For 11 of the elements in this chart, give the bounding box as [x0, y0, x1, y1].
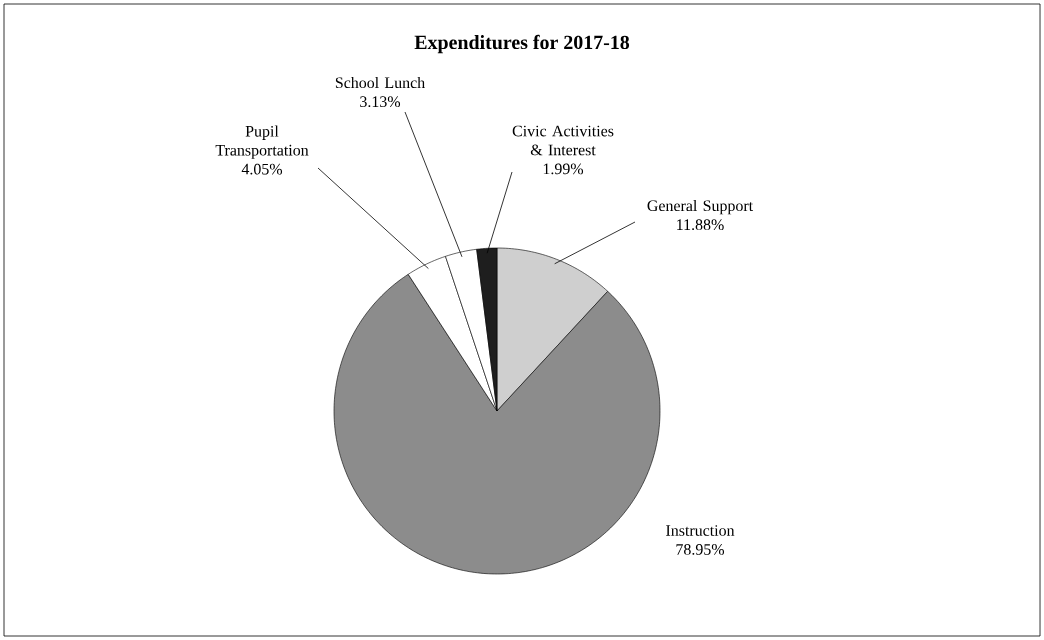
slice-label: Civic Activities & Interest — [512, 125, 614, 156]
slice-label: Pupil Transportation — [215, 125, 309, 159]
chart-title: Expenditures for 2017-18 — [414, 34, 630, 54]
data-label: 78.95% — [676, 544, 725, 555]
slice-label: General Support — [647, 199, 754, 215]
data-label: 11.88% — [677, 219, 724, 231]
slice-label: Instruction — [666, 525, 735, 536]
slice-label: School Lunch — [335, 76, 425, 89]
data-label: 1.99% — [543, 163, 584, 175]
data-label: 3.13% — [360, 96, 401, 108]
data-label: 4.05% — [241, 163, 283, 175]
